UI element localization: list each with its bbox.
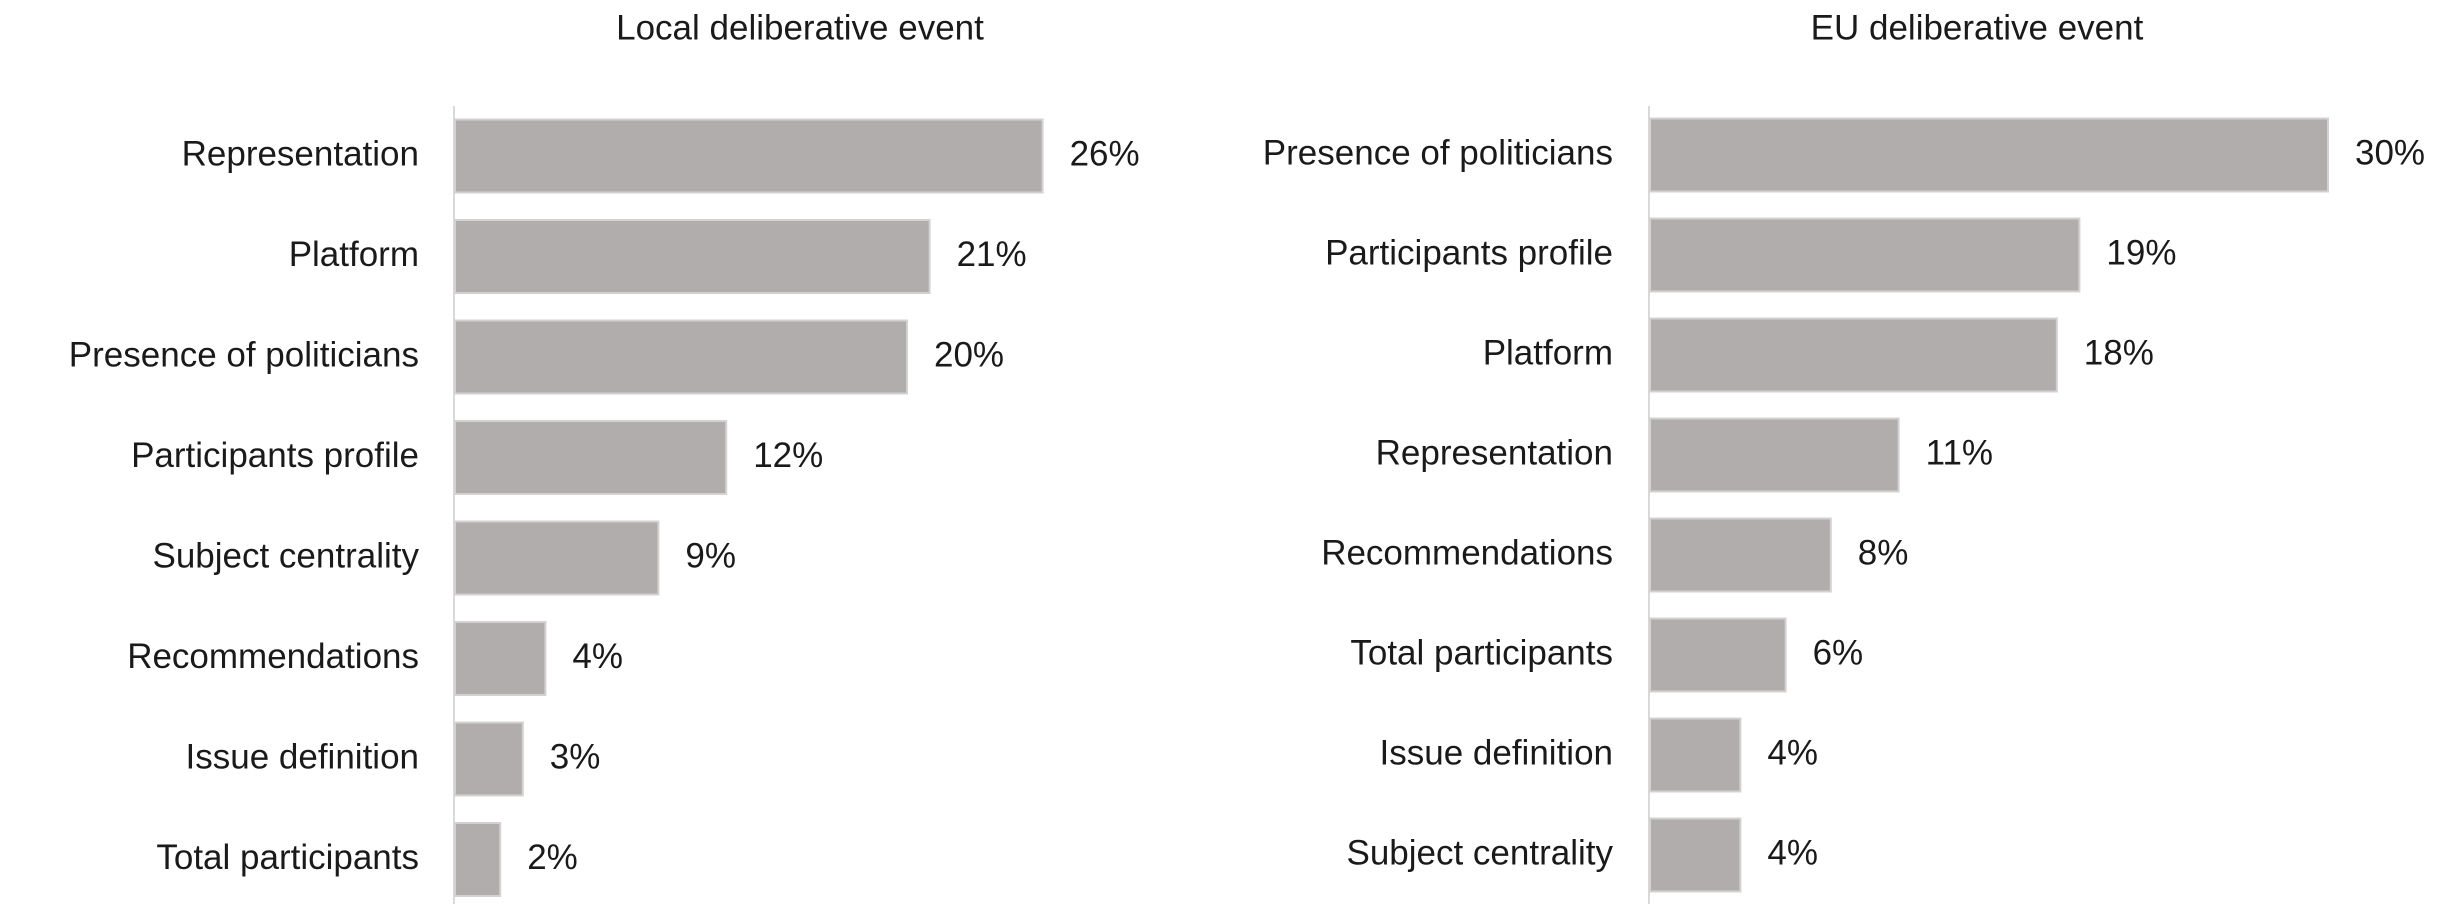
value-label: 9% xyxy=(685,536,736,575)
bar xyxy=(454,319,908,395)
category-label: Subject centrality xyxy=(152,536,419,575)
value-label: 4% xyxy=(1767,733,1818,772)
bar xyxy=(1649,117,2329,193)
bar xyxy=(1649,817,1742,893)
category-label: Platform xyxy=(1483,333,1613,372)
bar xyxy=(454,219,931,294)
bar xyxy=(454,721,524,797)
category-label: Presence of politicians xyxy=(69,335,419,374)
value-label: 2% xyxy=(527,838,578,877)
bar xyxy=(454,420,728,495)
value-label: 12% xyxy=(753,436,823,475)
value-label: 20% xyxy=(934,335,1004,374)
value-label: 18% xyxy=(2084,333,2154,372)
bar xyxy=(1649,417,1900,493)
value-label: 4% xyxy=(1767,833,1818,872)
value-label: 30% xyxy=(2355,133,2425,172)
bar xyxy=(454,822,502,897)
category-label: Participants profile xyxy=(1325,233,1613,272)
category-label: Representation xyxy=(182,134,419,173)
value-label: 4% xyxy=(572,637,623,676)
chart-title: EU deliberative event xyxy=(1811,8,2144,47)
category-label: Total participants xyxy=(156,838,419,877)
category-label: Issue definition xyxy=(1380,733,1613,772)
bar xyxy=(454,520,660,596)
value-label: 3% xyxy=(550,737,601,776)
category-label: Subject centrality xyxy=(1346,833,1613,872)
category-label: Platform xyxy=(289,235,419,274)
category-label: Total participants xyxy=(1350,633,1613,672)
bar xyxy=(1649,717,1742,793)
bar xyxy=(1649,217,2081,293)
chart-title: Local deliberative event xyxy=(616,8,984,47)
category-label: Presence of politicians xyxy=(1263,133,1613,172)
bar xyxy=(1649,617,1787,693)
value-label: 19% xyxy=(2106,233,2176,272)
bar xyxy=(1649,517,1832,593)
value-label: 21% xyxy=(957,235,1027,274)
value-label: 6% xyxy=(1813,633,1864,672)
category-label: Participants profile xyxy=(131,436,419,475)
value-label: 11% xyxy=(1926,433,1993,472)
category-label: Issue definition xyxy=(186,737,419,776)
category-label: Representation xyxy=(1376,433,1613,472)
value-label: 26% xyxy=(1070,134,1140,173)
bar xyxy=(454,118,1044,194)
category-label: Recommendations xyxy=(1321,533,1613,572)
bar xyxy=(454,621,547,696)
bar xyxy=(1649,317,2058,393)
value-label: 8% xyxy=(1858,533,1909,572)
category-label: Recommendations xyxy=(127,637,419,676)
